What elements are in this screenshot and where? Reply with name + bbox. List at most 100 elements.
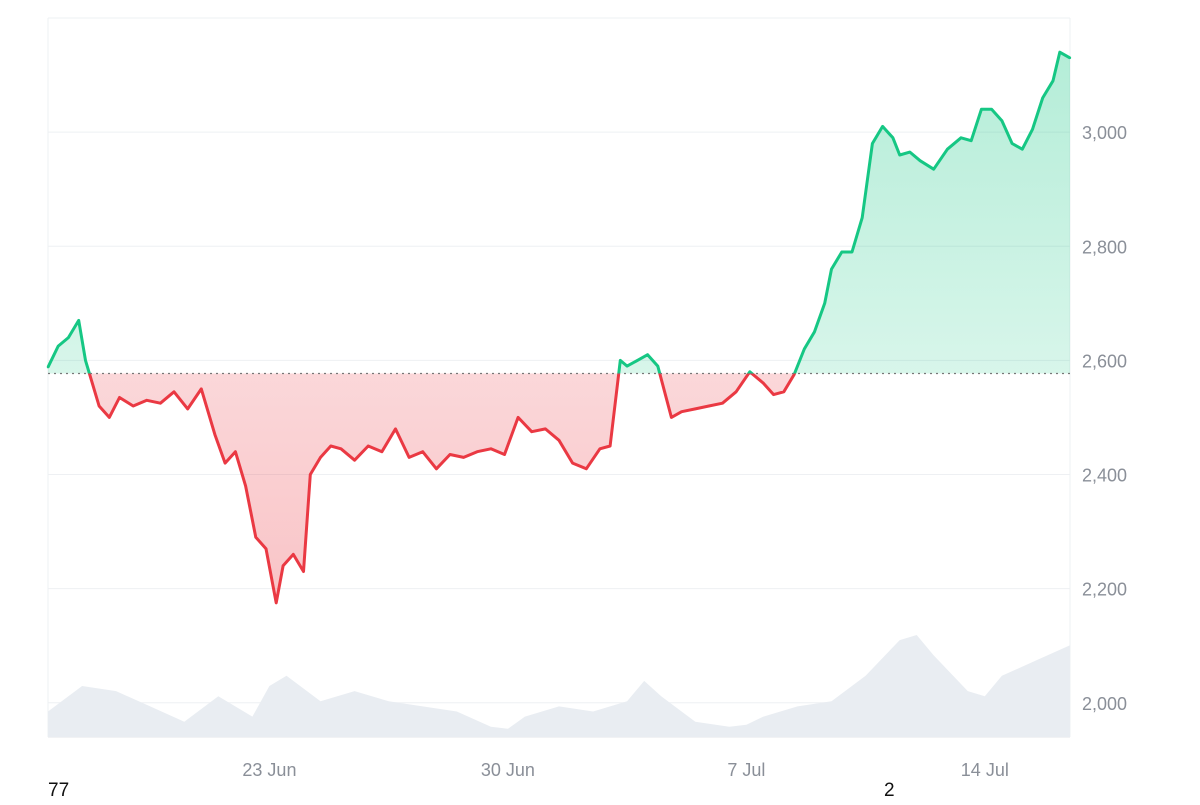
price-point [1010, 142, 1014, 145]
price-line-above [46, 50, 1071, 374]
price-point [159, 402, 162, 405]
x-tick-label: 30 Jun [481, 760, 535, 780]
price-point [748, 370, 751, 373]
footer-right-text: 2 [884, 780, 895, 801]
volume-shape [48, 635, 1070, 737]
price-point [619, 359, 622, 362]
price-point [281, 564, 285, 567]
price-point [1000, 119, 1004, 122]
price-point [721, 402, 724, 405]
price-point [530, 430, 533, 433]
price-point [118, 396, 121, 399]
price-point [275, 601, 278, 605]
y-tick-label: 2,200 [1082, 580, 1127, 600]
y-tick-label: 3,000 [1082, 123, 1127, 143]
x-tick-label: 14 Jul [961, 760, 1009, 780]
x-axis-ticks: 23 Jun 30 Jun 7 Jul 14 Jul [242, 760, 1008, 780]
price-point [959, 136, 963, 139]
price-point [871, 142, 874, 145]
price-point [830, 267, 833, 271]
price-point [585, 467, 588, 470]
price-line-below [87, 373, 797, 605]
price-point [46, 366, 50, 369]
price-point [881, 125, 884, 128]
price-point [990, 108, 993, 111]
price-point [762, 382, 765, 385]
price-point [244, 484, 247, 488]
price-point [891, 136, 895, 139]
price-point [67, 336, 70, 339]
price-point [91, 382, 94, 385]
fill-above-baseline [48, 52, 1070, 374]
x-tick-label: 23 Jun [242, 760, 296, 780]
price-point [636, 359, 639, 362]
price-fill [48, 52, 1070, 603]
price-point [598, 447, 602, 450]
price-point [861, 216, 864, 219]
price-point [57, 344, 60, 348]
price-point [319, 456, 322, 459]
price-point [772, 393, 775, 396]
price-point [557, 439, 561, 442]
price-point [367, 444, 370, 448]
price-point [302, 570, 305, 573]
price-point [108, 416, 111, 419]
price-point [608, 444, 612, 448]
price-point [1041, 96, 1044, 100]
x-tick-label: 7 Jul [727, 760, 765, 780]
price-point [234, 450, 237, 453]
price-point [84, 359, 87, 362]
price-point [803, 347, 806, 351]
price-point [132, 404, 135, 408]
price-point [840, 250, 843, 254]
price-point [223, 461, 227, 465]
price-point [339, 447, 343, 450]
price-point [544, 427, 547, 431]
price-point [980, 108, 983, 111]
price-point [394, 427, 397, 431]
price-point [309, 473, 312, 476]
price-point [571, 461, 574, 465]
price-point [329, 444, 332, 448]
price-point [213, 433, 217, 436]
price-point [516, 416, 520, 419]
y-tick-label: 2,000 [1082, 694, 1127, 714]
price-point [172, 390, 176, 393]
footer-left-text: 77 [48, 780, 70, 801]
price-point [476, 450, 479, 453]
price-point [680, 410, 683, 413]
price-point [782, 390, 785, 393]
price-point [625, 364, 629, 368]
price-point [353, 459, 356, 462]
price-point [670, 416, 673, 419]
price-line [46, 50, 1072, 605]
price-point [1058, 51, 1062, 54]
price-point [1068, 56, 1072, 60]
fill-below-baseline [89, 373, 795, 603]
price-point [380, 450, 384, 453]
price-point [97, 404, 101, 408]
price-point [435, 467, 438, 470]
price-point [1051, 79, 1055, 83]
price-point [264, 547, 268, 550]
price-point [656, 364, 659, 368]
price-point [448, 453, 452, 456]
y-tick-label: 2,600 [1082, 351, 1127, 371]
price-point [1031, 128, 1034, 131]
price-point [292, 553, 295, 556]
price-point [946, 148, 949, 151]
price-point [970, 139, 973, 142]
price-point [823, 302, 826, 305]
price-point [186, 407, 189, 411]
price-point [646, 353, 649, 356]
price-point [407, 456, 411, 459]
price-point [503, 453, 506, 456]
price-point [734, 390, 738, 393]
price-point [918, 159, 922, 162]
price-point [898, 153, 901, 157]
y-tick-label: 2,800 [1082, 237, 1127, 257]
y-tick-label: 2,400 [1082, 466, 1127, 486]
price-point [908, 150, 912, 154]
